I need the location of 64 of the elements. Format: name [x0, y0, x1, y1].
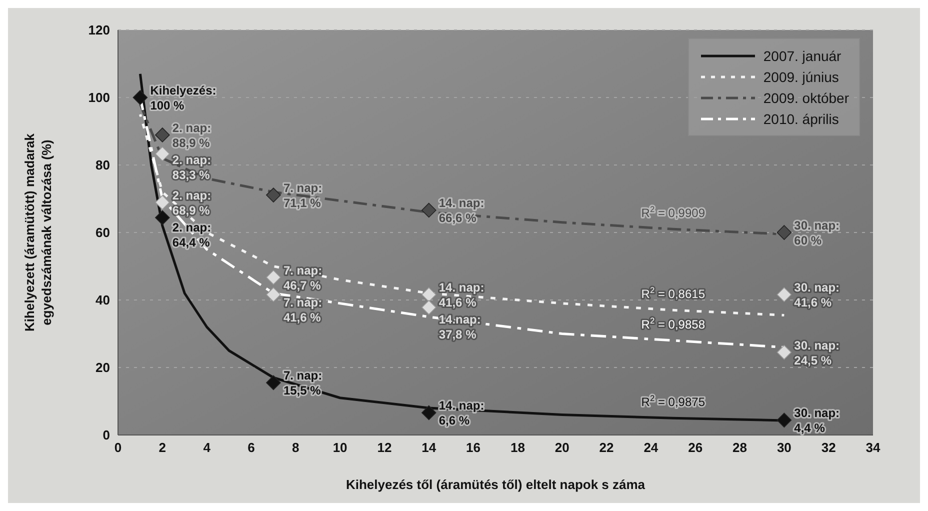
y-tick-label: 100: [88, 90, 110, 106]
x-tick-label: 24: [644, 440, 659, 456]
x-tick-label: 4: [203, 440, 212, 456]
y-tick-label: 80: [96, 158, 110, 173]
point: [421, 287, 436, 302]
legend-label: 2009. október: [763, 90, 849, 106]
x-tick-label: 2: [158, 440, 166, 456]
y-tick-label: 120: [88, 22, 110, 38]
legend-label: 2009. június: [763, 68, 839, 84]
annotation: 7. nap: 71,1 %: [283, 181, 322, 210]
x-tick-label: 20: [554, 440, 570, 456]
x-tick-label: 30: [776, 440, 792, 456]
annotation: 30. nap: 41,6 %: [794, 280, 840, 310]
y-tick-label: 60: [96, 225, 110, 240]
x-tick-label: 32: [821, 440, 836, 456]
point: [266, 287, 281, 302]
y-axis-title: Kihelyezett (áramütött) madarak egyedszámának változása (%): [22, 132, 54, 332]
annotation: R$^{2}$ = 0,8615: [641, 285, 706, 302]
annotation: 2. nap: 68,9 %: [172, 188, 212, 218]
point: [421, 202, 436, 218]
point: [132, 90, 148, 105]
annotation: R$^{2}$ = 0,9858: [641, 316, 706, 332]
y-tick-label: 20: [96, 360, 110, 376]
point: [266, 375, 281, 390]
point: [155, 210, 170, 226]
x-tick-label: 34: [866, 440, 881, 456]
point: [421, 405, 436, 420]
point: [776, 344, 792, 360]
x-tick-label: 12: [377, 440, 392, 456]
point: [266, 188, 281, 202]
x-tick-label: 14: [422, 440, 437, 456]
annotation: 14. nap: 66,6 %: [438, 196, 484, 226]
point: [155, 128, 170, 142]
x-tick-label: 18: [510, 440, 525, 456]
point: [776, 225, 792, 240]
x-axis-title: Kihelyezés től (áramütés től) eltelt napok s záma: [346, 477, 646, 492]
x-tick-label: 0: [114, 440, 122, 456]
legend-label: 2010. április: [763, 110, 839, 126]
point: [266, 270, 281, 285]
point: [155, 146, 170, 162]
point: [421, 300, 436, 315]
annotation: 7. nap: 41,6 %: [283, 295, 322, 324]
y-tick-label: 0: [102, 428, 110, 443]
x-tick-label: 10: [332, 440, 348, 456]
x-tick-label: 28: [732, 440, 747, 456]
annotation: 2. nap: 88,9 %: [172, 120, 212, 150]
annotation: R$^{2}$ = 0,9875: [641, 393, 706, 410]
annotation: 30. nap: 4,4 %: [794, 406, 840, 436]
annotation: R$^{2}$ = 0,9909: [641, 204, 706, 220]
x-tick-label: 22: [599, 440, 614, 456]
annotation: 2. nap: 83,3 %: [172, 153, 212, 182]
annotation: 7. nap: 46,7 %: [283, 263, 322, 292]
legend-label: 2007. január: [763, 48, 842, 64]
annotation: Kihelyezés: 100 %: [150, 84, 216, 112]
x-tick-label: 16: [466, 440, 481, 456]
x-tick-label: 6: [248, 440, 255, 456]
annotation: 14. nap: 41,6 %: [438, 280, 484, 310]
annotation: 30. nap: 24,5 %: [794, 338, 840, 368]
x-tick-label: 26: [688, 440, 703, 456]
y-tick-label: 40: [96, 292, 110, 308]
point: [776, 412, 792, 428]
x-tick-label: 8: [292, 440, 300, 456]
point: [155, 195, 170, 210]
point: [776, 287, 792, 302]
